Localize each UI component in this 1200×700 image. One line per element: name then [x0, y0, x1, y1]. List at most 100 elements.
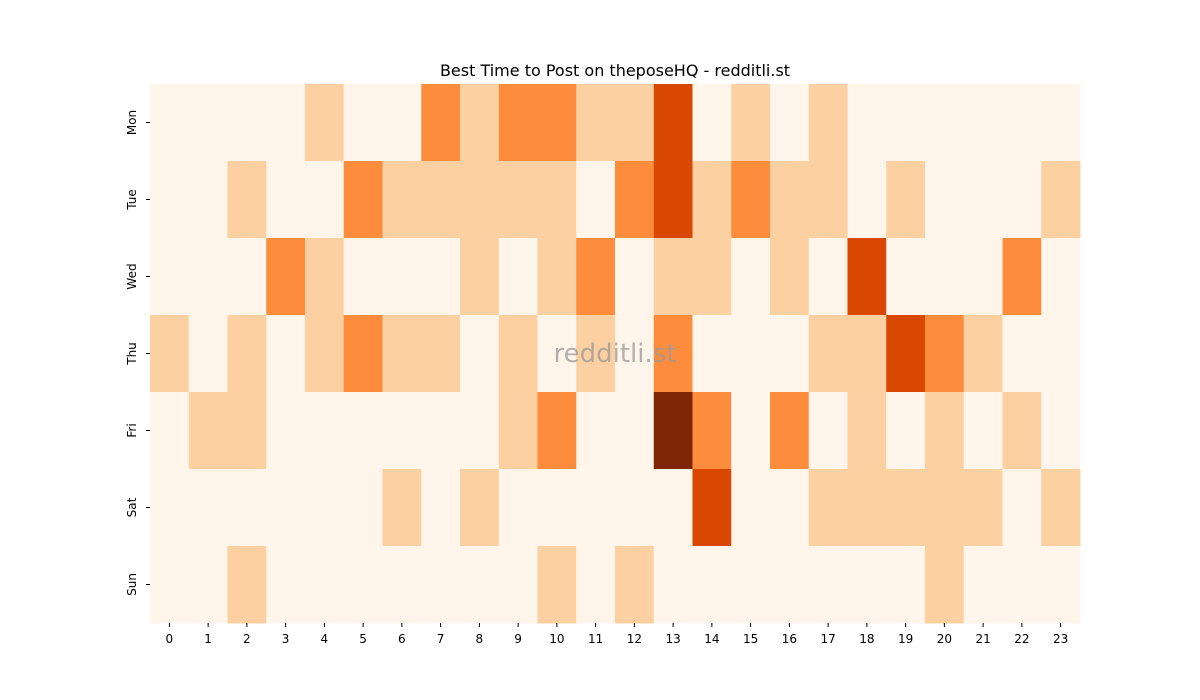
- cell: [343, 546, 383, 624]
- cell: [615, 469, 655, 547]
- y-tick-label: Sat: [125, 497, 139, 517]
- cell: [1041, 315, 1081, 393]
- x-tick-label: 18: [859, 632, 874, 646]
- cell: [847, 392, 887, 470]
- cell: [382, 161, 422, 239]
- cell: [731, 469, 771, 547]
- cell: [576, 546, 616, 624]
- cell: [537, 546, 577, 624]
- cell: [150, 469, 190, 547]
- cell: [460, 84, 500, 162]
- cell: [266, 315, 306, 393]
- cell: [188, 469, 228, 547]
- cell: [770, 469, 810, 547]
- cell: [576, 161, 616, 239]
- cell: [1041, 392, 1081, 470]
- cell: [498, 84, 538, 162]
- cell: [498, 392, 538, 470]
- cell: [305, 546, 345, 624]
- cell: [925, 238, 965, 316]
- cell: [150, 315, 190, 393]
- cell: [653, 315, 693, 393]
- cell: [963, 238, 1003, 316]
- cell: [305, 84, 345, 162]
- cell: [925, 161, 965, 239]
- cell: [537, 84, 577, 162]
- cell: [460, 469, 500, 547]
- cell: [460, 161, 500, 239]
- cell: [847, 84, 887, 162]
- cell: [576, 392, 616, 470]
- chart-title: Best Time to Post on theposeHQ - redditl…: [440, 61, 790, 80]
- cell: [266, 392, 306, 470]
- x-tick-label: 19: [898, 632, 913, 646]
- x-tick-label: 13: [665, 632, 680, 646]
- cell: [498, 315, 538, 393]
- y-tick-label: Fri: [125, 423, 139, 437]
- cell: [421, 84, 461, 162]
- cell: [1002, 238, 1042, 316]
- cell: [537, 392, 577, 470]
- cell: [731, 238, 771, 316]
- cell: [886, 84, 926, 162]
- cell: [227, 161, 267, 239]
- cell: [653, 161, 693, 239]
- cell: [925, 84, 965, 162]
- cell: [1041, 469, 1081, 547]
- x-tick-label: 11: [588, 632, 603, 646]
- cell: [576, 315, 616, 393]
- cell: [576, 469, 616, 547]
- cell: [615, 546, 655, 624]
- cell: [653, 84, 693, 162]
- y-tick-label: Wed: [125, 263, 139, 289]
- y-tick-label: Mon: [125, 110, 139, 135]
- cell: [808, 161, 848, 239]
- cell: [886, 161, 926, 239]
- cell: [963, 315, 1003, 393]
- cell: [305, 161, 345, 239]
- cell: [266, 161, 306, 239]
- cell: [886, 469, 926, 547]
- cell: [227, 546, 267, 624]
- cell: [305, 315, 345, 393]
- cell: [305, 238, 345, 316]
- cell: [731, 392, 771, 470]
- cell: [382, 238, 422, 316]
- cell: [808, 392, 848, 470]
- x-tick-label: 16: [782, 632, 797, 646]
- cell: [227, 84, 267, 162]
- cell: [460, 315, 500, 393]
- x-tick-label: 23: [1053, 632, 1068, 646]
- cell: [188, 84, 228, 162]
- cell: [150, 392, 190, 470]
- cell: [925, 392, 965, 470]
- cell: [886, 392, 926, 470]
- cell: [343, 161, 383, 239]
- cell: [188, 546, 228, 624]
- cell: [382, 392, 422, 470]
- cell: [692, 546, 732, 624]
- cell: [576, 84, 616, 162]
- x-tick-label: 1: [204, 632, 212, 646]
- cell: [537, 315, 577, 393]
- cell: [653, 546, 693, 624]
- cell: [227, 315, 267, 393]
- cell: [808, 315, 848, 393]
- cell: [150, 161, 190, 239]
- x-tick-label: 22: [1014, 632, 1029, 646]
- cell: [266, 84, 306, 162]
- cell: [150, 84, 190, 162]
- cell: [1041, 238, 1081, 316]
- cell: [615, 392, 655, 470]
- cell: [1002, 392, 1042, 470]
- x-tick-label: 17: [820, 632, 835, 646]
- cell: [1002, 469, 1042, 547]
- cell: [653, 392, 693, 470]
- cell: [421, 469, 461, 547]
- cell: [770, 546, 810, 624]
- cell: [498, 238, 538, 316]
- cell: [886, 238, 926, 316]
- cell: [808, 546, 848, 624]
- cell: [150, 546, 190, 624]
- x-tick-label: 2: [243, 632, 251, 646]
